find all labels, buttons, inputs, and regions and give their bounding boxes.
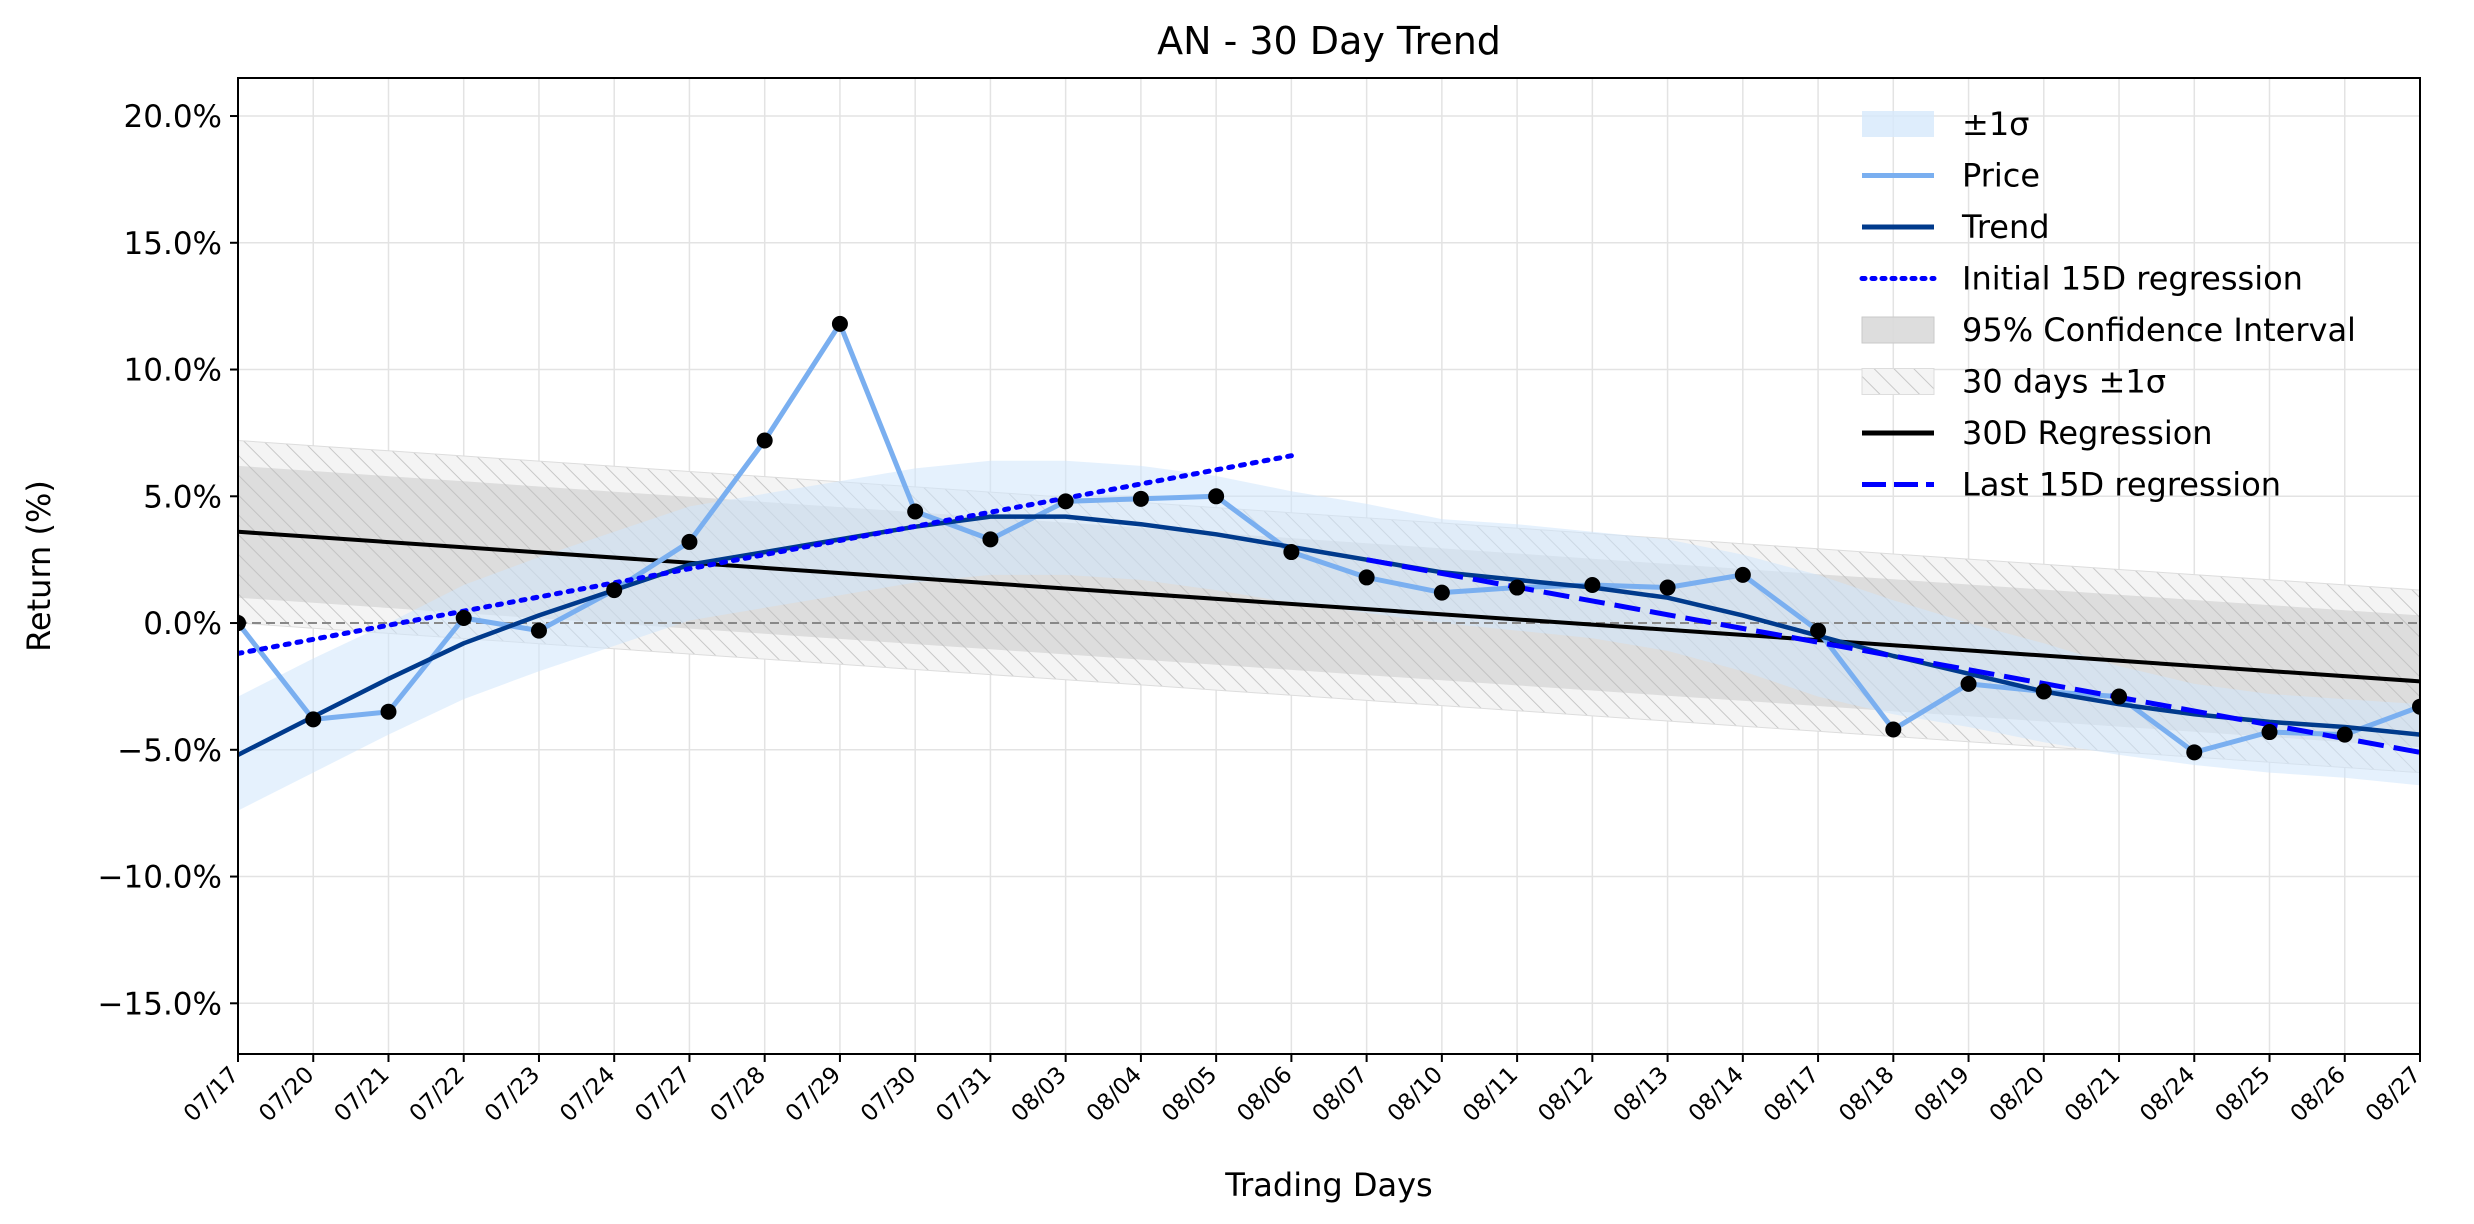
y-tick-label: −5.0% [117, 733, 222, 769]
legend-label: Trend [1961, 208, 2050, 246]
price-point [2261, 724, 2278, 741]
price-point [907, 503, 924, 520]
price-point [2412, 698, 2420, 715]
price-point [1057, 493, 1074, 510]
price-point [1132, 490, 1149, 507]
price-point [305, 711, 322, 728]
y-tick-label: −10.0% [98, 860, 222, 896]
price-point [2336, 726, 2353, 743]
legend-label: 30 days ±1σ [1962, 363, 2166, 401]
price-point [238, 615, 246, 632]
plot-area [238, 315, 2420, 811]
legend-label: 95% Confidence Interval [1962, 311, 2356, 349]
price-point [982, 531, 999, 548]
price-point [1208, 488, 1225, 505]
price-point [1358, 569, 1375, 586]
price-point [1283, 544, 1300, 561]
price-point [681, 533, 698, 550]
legend-label: Initial 15D regression [1962, 260, 2303, 298]
legend-label: ±1σ [1962, 105, 2029, 143]
price-point [1885, 721, 1902, 738]
y-tick-label: −15.0% [98, 986, 222, 1022]
price-point [1810, 622, 1827, 639]
price-point [1584, 577, 1601, 594]
price-point [1659, 579, 1676, 596]
legend-swatch [1861, 368, 1935, 395]
price-point [2035, 683, 2052, 700]
y-tick-label: 15.0% [124, 226, 222, 262]
price-point [1433, 584, 1450, 601]
legend-swatch [1862, 111, 1934, 137]
price-point [1509, 579, 1526, 596]
x-axis-label: Trading Days [1224, 1166, 1432, 1204]
price-point [530, 622, 547, 639]
price-point [455, 609, 472, 626]
price-point [2111, 688, 2128, 705]
y-tick-label: 20.0% [124, 99, 222, 135]
y-tick-label: 0.0% [143, 606, 222, 642]
legend-label: 30D Regression [1962, 414, 2213, 452]
legend: ±1σ Price Trend Initial 15D regression 95% C… [1859, 105, 2356, 504]
price-point [1960, 675, 1977, 692]
price-point [2186, 744, 2203, 761]
chart-title: AN - 30 Day Trend [1157, 19, 1501, 63]
price-point [606, 582, 623, 599]
price-point [1734, 566, 1751, 583]
price-point [831, 315, 848, 332]
y-axis-label: Return (%) [20, 480, 58, 652]
initial-15d-regression-line [238, 453, 1294, 656]
legend-label: Price [1962, 157, 2040, 195]
price-point [756, 432, 773, 449]
price-point [380, 703, 397, 720]
regression-30d-line [238, 529, 2420, 684]
legend-label: Last 15D regression [1962, 466, 2281, 504]
y-tick-label: 5.0% [143, 479, 222, 515]
y-tick-label: 10.0% [124, 353, 222, 389]
trend-line [238, 514, 2420, 757]
legend-swatch [1861, 316, 1935, 344]
plot-frame [237, 77, 2421, 1055]
